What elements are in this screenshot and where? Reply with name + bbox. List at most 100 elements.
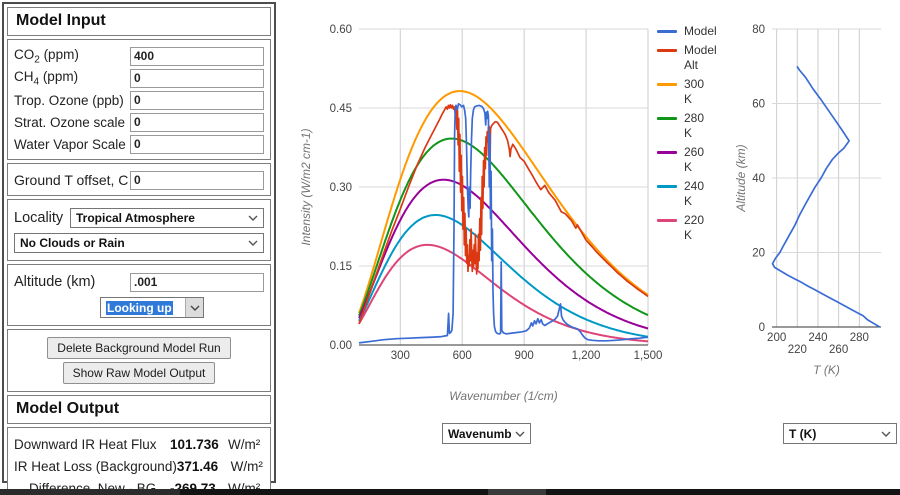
x-tick-label: 900 <box>515 350 534 362</box>
legend-swatch <box>657 49 677 52</box>
y-tick-label: 0.60 <box>330 24 352 36</box>
ground-t-label: Ground T offset, C <box>14 172 129 188</box>
delete-background-button[interactable]: Delete Background Model Run <box>47 337 231 359</box>
x-axis-title: Wavenumber (1/cm) <box>449 389 557 403</box>
x-tick-label: 1,200 <box>572 350 601 362</box>
strat-ozone-label: Strat. Ozone scale <box>14 114 126 130</box>
model-output-section: Downward IR Heat Flux 101.736 W/m² IR He… <box>7 427 271 495</box>
chevron-down-icon <box>881 431 891 437</box>
series-model <box>358 102 649 344</box>
altitude-label: Altitude (km) <box>14 274 96 290</box>
ground-t-row: Ground T offset, C <box>14 169 264 191</box>
x-axis-title: T (K) <box>813 363 840 377</box>
ch4-input[interactable] <box>130 68 264 88</box>
ground-t-section: Ground T offset, C <box>7 163 271 196</box>
model-panel: Model Input CO2 (ppm) CH4 (ppm) Trop. Oz… <box>2 2 276 495</box>
direction-select[interactable]: Looking up <box>100 297 204 318</box>
output-value: 101.736 <box>170 436 219 452</box>
strat-ozone-input[interactable] <box>130 112 264 132</box>
legend-label: 300 K <box>684 77 705 106</box>
blackbody-curve-280 <box>358 137 649 317</box>
model-input-title: Model Input <box>16 12 106 29</box>
output-unit: W/m² <box>230 458 263 474</box>
legend-item: 300 K <box>657 77 715 107</box>
legend-item: Model <box>657 24 717 39</box>
blackbody-curve-220 <box>358 243 649 343</box>
y-tick-label: 20 <box>752 248 765 260</box>
legend-swatch <box>657 83 677 86</box>
water-vapor-input[interactable] <box>130 134 264 154</box>
legend-item: 280 K <box>657 111 715 141</box>
select-arrow <box>185 298 203 317</box>
x-tick-label: 220 <box>788 344 807 356</box>
legend-swatch <box>657 117 677 120</box>
x-axis-unit-select[interactable]: Wavenumber <box>442 423 531 444</box>
trop-ozone-row: Trop. Ozone (ppb) <box>14 89 264 111</box>
chevron-down-icon <box>248 240 258 246</box>
co2-input[interactable] <box>130 46 264 66</box>
legend-label: 260 K <box>684 145 705 174</box>
x-tick-label: 200 <box>767 332 786 344</box>
chevron-down-icon <box>190 305 199 311</box>
co2-label: CO2 (ppm) <box>14 46 79 66</box>
y-axis-title: Altitude (km) <box>734 144 748 212</box>
spectrum-chart: 300 600 900 1,200 1,500 0.00 0.15 0.30 0.45 0.60 W… <box>299 24 662 403</box>
legend-label: Model <box>684 24 717 38</box>
strat-ozone-row: Strat. Ozone scale <box>14 111 264 133</box>
y-tick-label: 0 <box>759 322 765 334</box>
chevron-down-icon <box>248 215 258 221</box>
profile-variable-select[interactable]: T (K) <box>783 423 897 444</box>
trop-ozone-input[interactable] <box>130 90 264 110</box>
model-input-header: Model Input <box>7 7 271 36</box>
y-tick-label: 0.45 <box>330 103 352 115</box>
water-vapor-row: Water Vapor Scale <box>14 133 264 155</box>
y-tick-label: 0.30 <box>330 182 352 194</box>
series-temperature-profile <box>771 65 881 328</box>
blackbody-curve-300 <box>358 90 649 314</box>
altitude-row: Altitude (km) <box>14 270 264 294</box>
legend-label: 280 K <box>684 111 705 140</box>
y-tick-label: 60 <box>752 99 765 111</box>
legend-label: 240 K <box>684 179 705 208</box>
legend-label: 220 K <box>684 213 705 242</box>
co2-row: CO2 (ppm) <box>14 45 264 67</box>
buttons-section: Delete Background Model Run Show Raw Mod… <box>7 329 271 392</box>
altitude-input[interactable] <box>130 272 264 292</box>
chevron-down-icon <box>515 431 525 437</box>
taskbar <box>0 489 900 495</box>
altitude-section: Altitude (km) Looking up <box>7 264 271 326</box>
blackbody-curve-260 <box>358 178 649 330</box>
legend-swatch <box>657 151 677 154</box>
model-output-title: Model Output <box>16 400 120 417</box>
locality-select[interactable]: Tropical Atmosphere <box>70 207 264 228</box>
x-tick-label: 260 <box>829 344 848 356</box>
water-vapor-label: Water Vapor Scale <box>14 136 126 152</box>
x-tick-label: 300 <box>391 350 410 362</box>
legend-item: 260 K <box>657 145 715 175</box>
legend-swatch <box>657 219 677 222</box>
clouds-row: No Clouds or Rain <box>14 230 264 256</box>
legend-label: Model Alt <box>684 43 717 72</box>
chart-legend: Model Model Alt 300 K 280 K 260 K 240 K 220 K <box>657 24 717 247</box>
y-tick-label: 0.15 <box>330 261 352 273</box>
ch4-label: CH4 (ppm) <box>14 68 79 88</box>
legend-swatch <box>657 185 677 188</box>
direction-row: Looking up <box>14 294 264 321</box>
locality-label: Locality <box>14 209 64 226</box>
output-value: 371.46 <box>176 458 219 474</box>
y-tick-label: 80 <box>752 24 765 36</box>
show-raw-output-button[interactable]: Show Raw Model Output <box>62 362 216 384</box>
x-tick-label: 600 <box>453 350 472 362</box>
model-output-header: Model Output <box>7 395 271 424</box>
output-row-downward-flux: Downward IR Heat Flux 101.736 W/m² <box>14 433 264 455</box>
clouds-select[interactable]: No Clouds or Rain <box>14 233 264 253</box>
gas-inputs-section: CO2 (ppm) CH4 (ppm) Trop. Ozone (ppb) St… <box>7 39 271 160</box>
output-unit: W/m² <box>228 436 261 452</box>
y-tick-label: 40 <box>752 173 765 185</box>
ground-t-input[interactable] <box>130 170 264 190</box>
locality-section: Locality Tropical Atmosphere No Clouds o… <box>7 199 271 261</box>
y-tick-label: 0.00 <box>330 340 352 352</box>
legend-swatch <box>657 30 677 33</box>
